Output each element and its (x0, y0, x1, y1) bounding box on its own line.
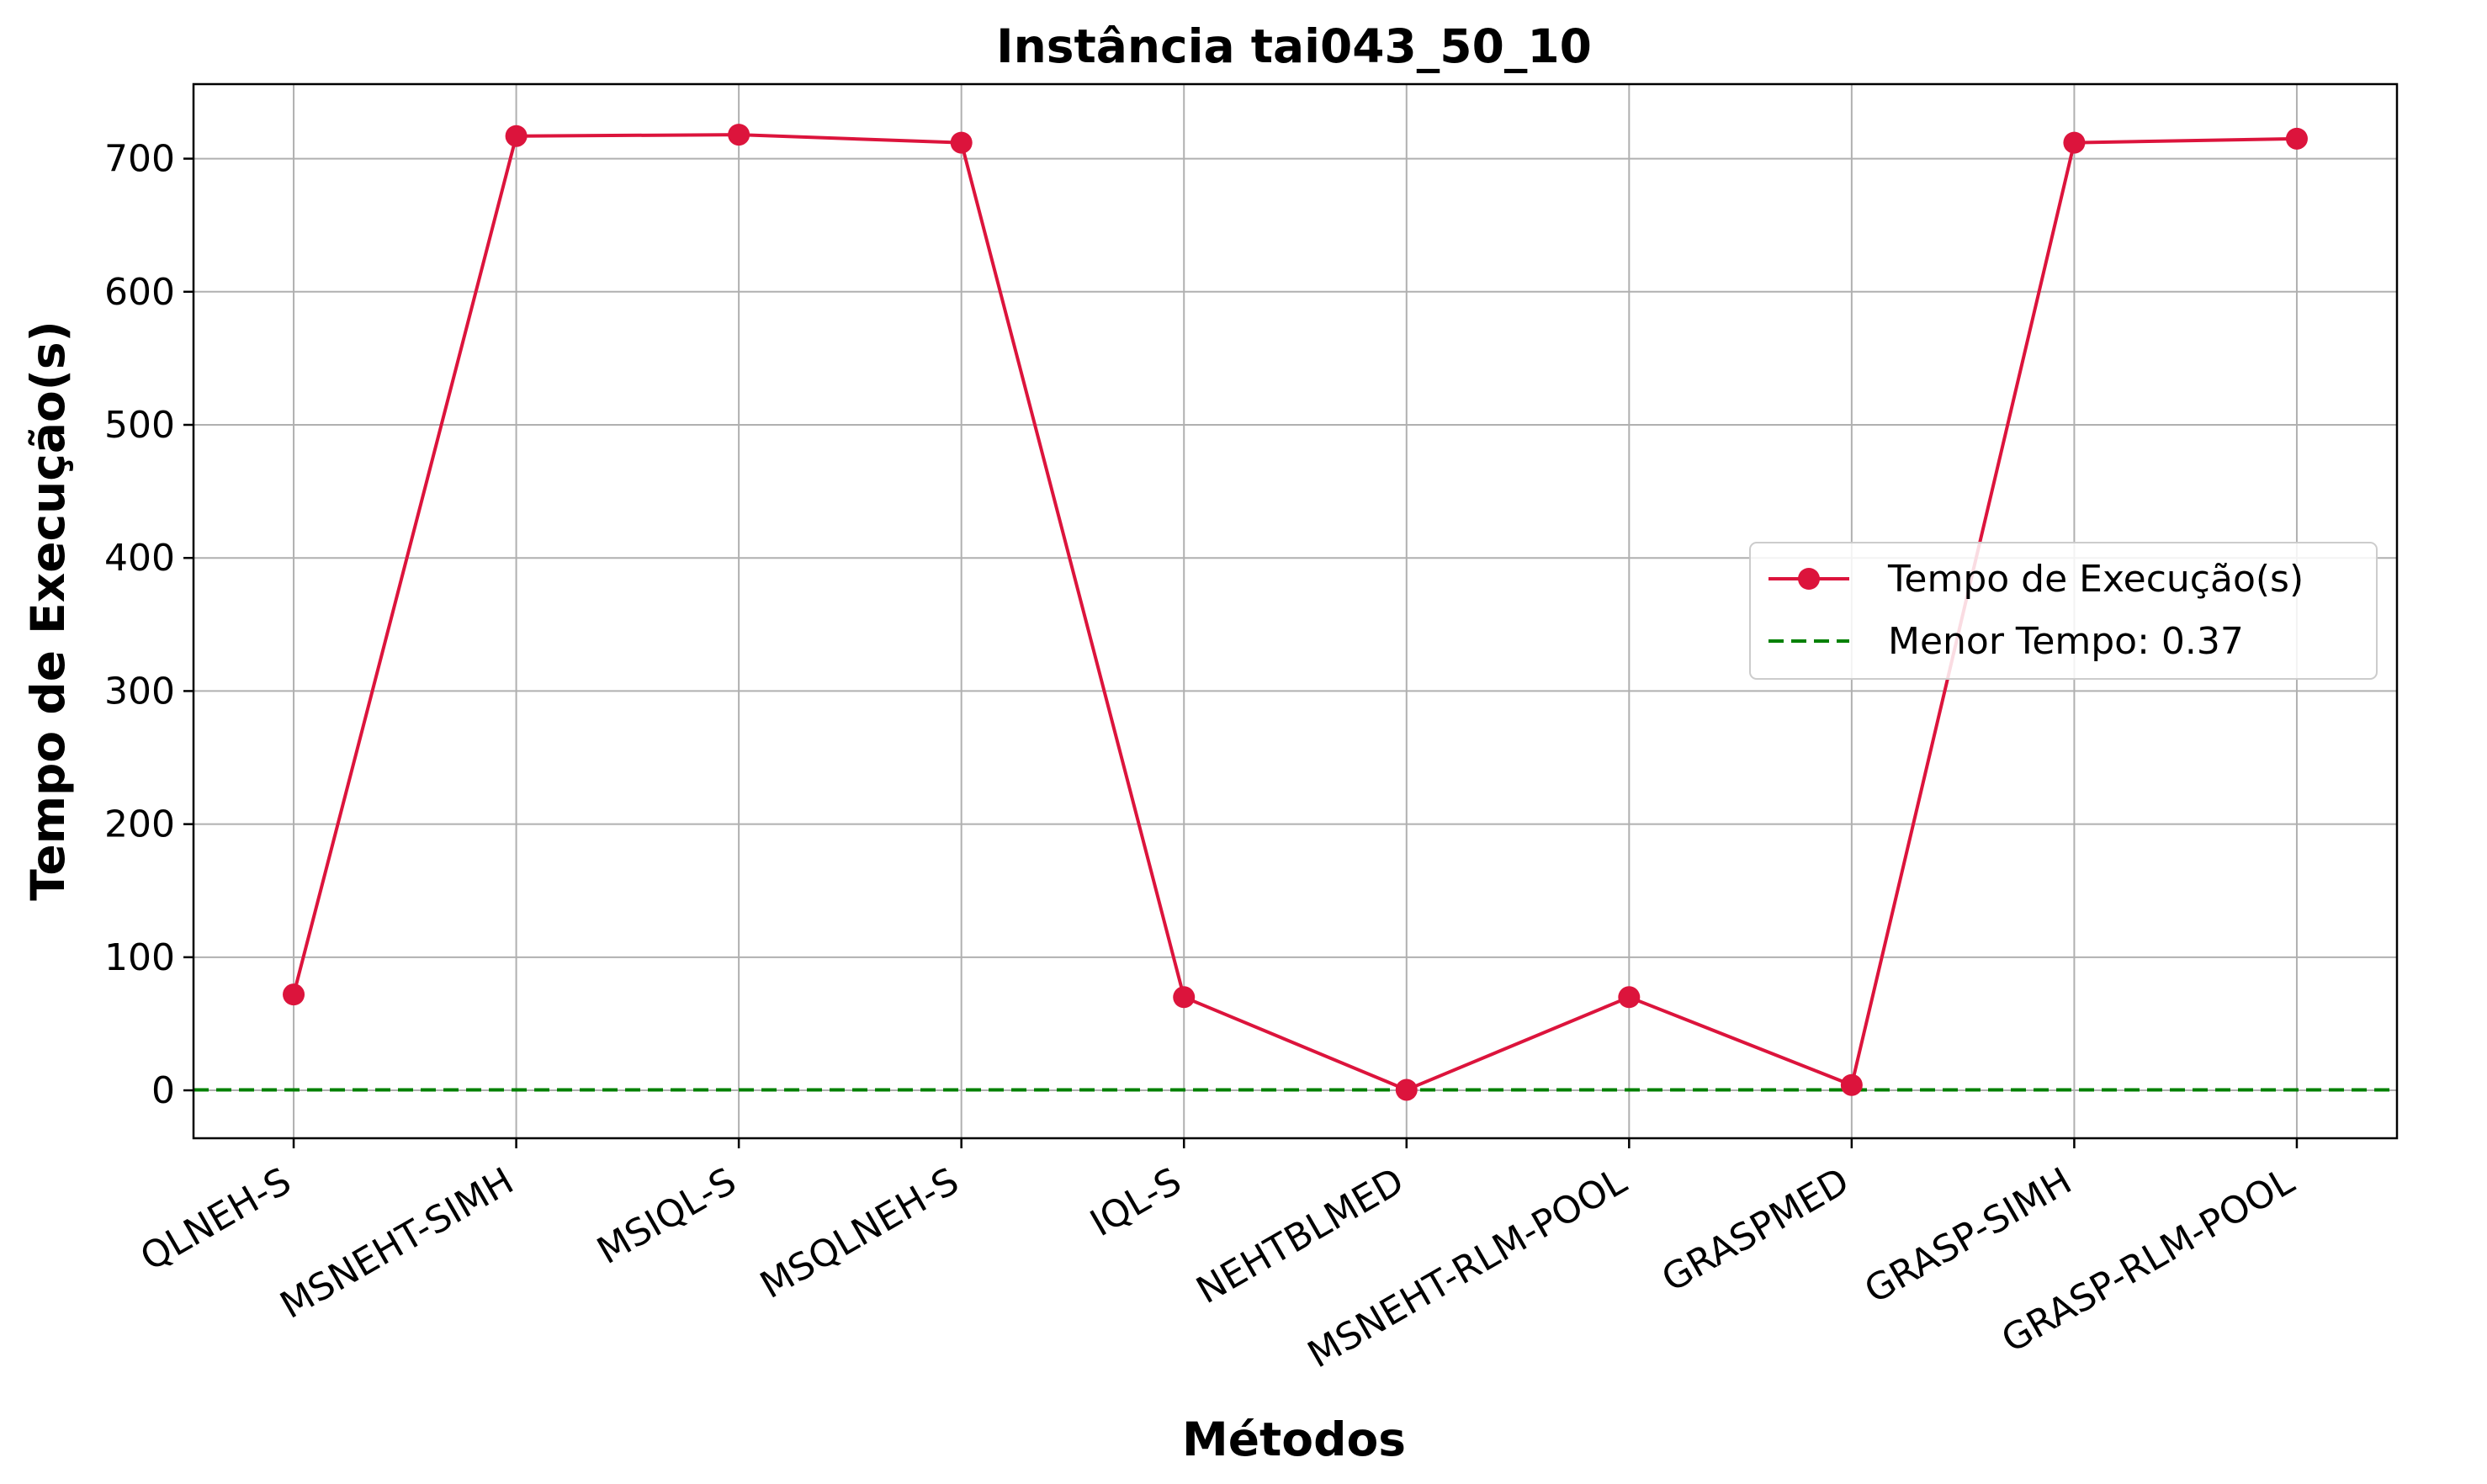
legend-series-label: Tempo de Execução(s) (1887, 558, 2304, 601)
data-point (950, 131, 973, 154)
data-point (1173, 986, 1196, 1009)
data-point (1618, 986, 1641, 1009)
data-point (728, 124, 750, 146)
data-point (2285, 127, 2308, 150)
x-tick-label: GRASP-SIMH (1858, 1159, 2079, 1312)
y-tick-label: 700 (104, 138, 175, 181)
y-tick-label: 400 (104, 537, 175, 580)
x-tick-label: IQL-S (1083, 1159, 1188, 1245)
data-point (1395, 1079, 1418, 1101)
plot-area-frame (192, 82, 2399, 1140)
y-tick-label: 0 (151, 1069, 175, 1112)
legend: Tempo de Execução(s) Menor Tempo: 0.37 (1749, 542, 2378, 680)
y-tick-label: 600 (104, 271, 175, 314)
data-point (283, 983, 305, 1006)
y-axis-ticks: 0 100 200 300 400 500 600 700 (104, 138, 194, 1112)
x-tick-label: MSQLNEH-S (753, 1159, 966, 1306)
x-tick-label: MSIQL-S (590, 1159, 743, 1273)
data-point (505, 125, 528, 147)
x-tick-label: GRASPMED (1655, 1159, 1856, 1301)
y-tick-label: 200 (104, 803, 175, 846)
chart-title: Instância tai043_50_10 (996, 19, 1592, 73)
x-axis-label: Métodos (1182, 1412, 1406, 1466)
x-tick-label: QLNEH-S (134, 1159, 299, 1280)
y-tick-label: 300 (104, 670, 175, 713)
data-point (2063, 131, 2086, 154)
data-point (1840, 1073, 1863, 1096)
y-tick-label: 500 (104, 404, 175, 447)
legend-reference-label: Menor Tempo: 0.37 (1888, 620, 2244, 663)
y-tick-label: 100 (104, 936, 175, 979)
legend-series-marker (1798, 568, 1820, 590)
x-tick-label: NEHTBLMED (1190, 1159, 1412, 1312)
legend-box (1749, 542, 2378, 680)
y-axis-label: Tempo de Execução(s) (21, 321, 75, 901)
x-tick-label: MSNEHT-SIMH (273, 1159, 521, 1327)
